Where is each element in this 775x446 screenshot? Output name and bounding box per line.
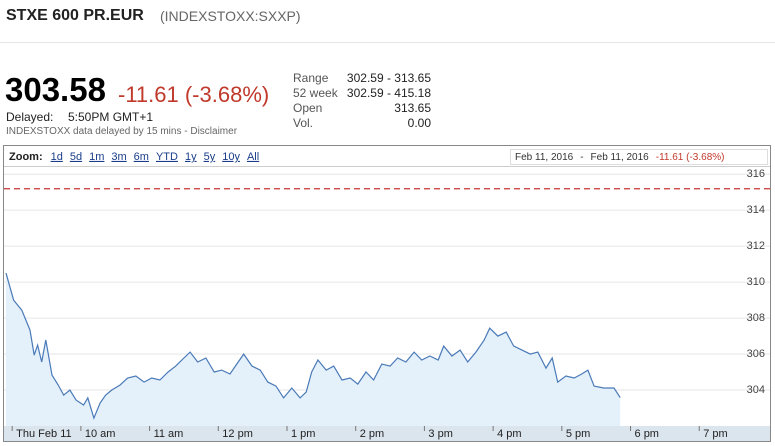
delayed-label: Delayed: <box>6 110 54 124</box>
delayed-time: 5:50PM GMT+1 <box>68 110 154 124</box>
x-tick-label: 10 am <box>85 428 116 440</box>
zoom-label: Zoom: <box>9 151 43 163</box>
stats-row: Open 313.65 <box>293 101 433 116</box>
stat-value: 313.65 <box>394 101 431 115</box>
date-range-box <box>510 149 768 165</box>
zoom-option[interactable]: 6m <box>134 151 149 163</box>
stat-label: 52 week <box>293 86 338 100</box>
date-range-range-start[interactable]: Feb 11, 2016 <box>515 152 574 163</box>
x-tick-label: 12 pm <box>222 428 253 440</box>
index-ticker: (INDEXSTOXX:SXXP) <box>160 8 301 24</box>
stats-row: 52 week 302.59 - 415.18 <box>293 86 433 101</box>
stat-label: Range <box>293 71 329 85</box>
x-tick-label: 7 pm <box>703 428 727 440</box>
y-tick-label: 306 <box>747 348 765 360</box>
x-tick-label: 6 pm <box>635 428 659 440</box>
x-tick-label: Thu Feb 11 <box>16 428 71 440</box>
stats-row: Range 302.59 - 313.65 <box>293 71 433 86</box>
stat-label: Open <box>293 101 323 115</box>
stats-table: Range 302.59 - 313.65 52 week 302.59 - 415.… <box>293 71 433 131</box>
x-tick-label: 2 pm <box>360 428 384 440</box>
x-axis-band <box>4 426 770 441</box>
zoom-option[interactable]: 5d <box>70 151 82 163</box>
stats-row: Vol. 0.00 <box>293 116 433 131</box>
index-name: STXE 600 PR.EUR <box>6 7 144 24</box>
zoom-option[interactable]: YTD <box>156 151 178 163</box>
date-range-range-separator: - <box>580 152 583 163</box>
y-tick-label: 308 <box>747 312 765 324</box>
divider <box>0 42 775 43</box>
stat-value: 0.00 <box>407 116 431 130</box>
y-tick-label: 312 <box>747 240 765 252</box>
y-tick-label: 316 <box>747 168 765 180</box>
stat-value: 302.59 - 415.18 <box>346 86 431 100</box>
price-change: -11.61 (-3.68%) <box>118 82 270 107</box>
zoom-option[interactable]: 1y <box>185 151 197 163</box>
stat-label: Vol. <box>293 116 314 130</box>
x-tick-label: 3 pm <box>428 428 452 440</box>
x-tick-label: 5 pm <box>566 428 590 440</box>
zoom-option[interactable]: 10y <box>222 151 240 163</box>
x-tick-label: 4 pm <box>497 428 521 440</box>
zoom-option[interactable]: 5y <box>204 151 216 163</box>
disclaimer-link[interactable]: Disclaimer <box>190 126 238 137</box>
zoom-option[interactable]: 1d <box>51 151 63 163</box>
x-tick-label: 1 pm <box>291 428 315 440</box>
price-area <box>6 273 621 426</box>
zoom-option[interactable]: 1m <box>89 151 104 163</box>
price: 303.58 <box>5 71 106 108</box>
y-tick-label: 304 <box>747 384 765 396</box>
stat-value: 302.59 - 313.65 <box>346 71 431 85</box>
date-range-range-change: -11.61 (-3.68%) <box>656 152 725 163</box>
zoom-option[interactable]: All <box>247 151 259 163</box>
date-range-range-end[interactable]: Feb 11, 2016 <box>591 152 650 163</box>
disclaimer: INDEXSTOXX data delayed by 15 mins - Dis… <box>6 126 237 137</box>
disclaimer-text: INDEXSTOXX data delayed by 15 mins - <box>6 126 188 137</box>
x-tick-label: 11 am <box>154 428 184 440</box>
y-tick-label: 310 <box>747 276 765 288</box>
price-line <box>5 272 621 420</box>
zoom-option[interactable]: 3m <box>111 151 126 163</box>
y-tick-label: 314 <box>747 204 765 216</box>
